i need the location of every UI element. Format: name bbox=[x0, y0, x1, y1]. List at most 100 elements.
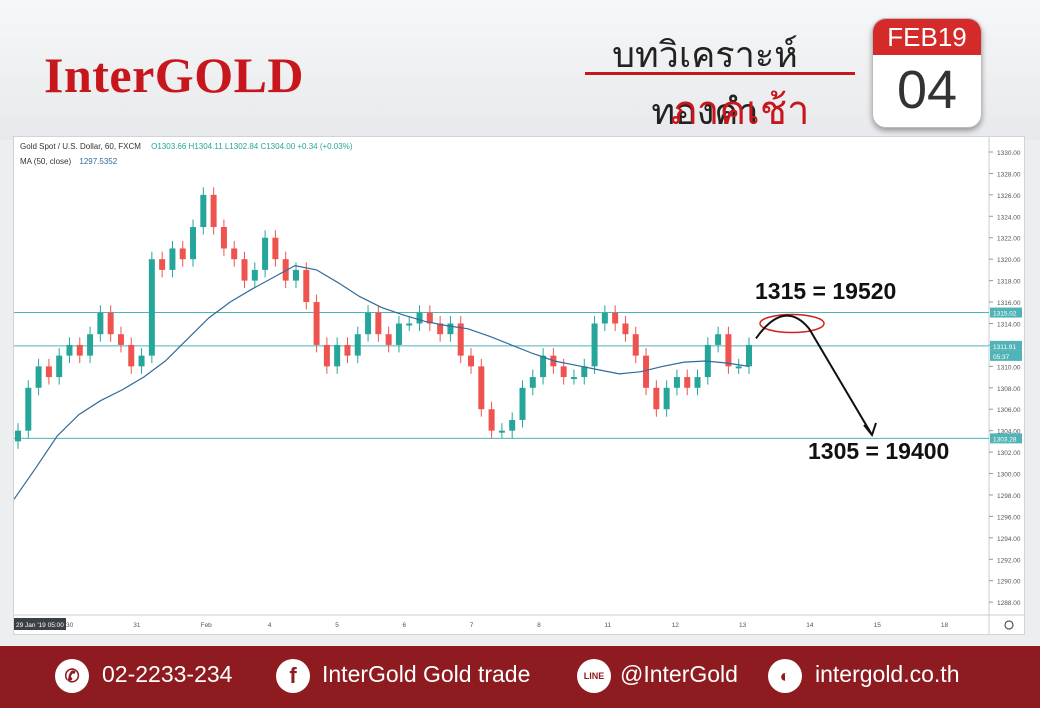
page-subtitle: ภาคเช้า bbox=[670, 89, 810, 133]
candle-body bbox=[735, 366, 742, 369]
candle-body bbox=[560, 366, 567, 378]
candle-body bbox=[653, 387, 660, 410]
candle-body bbox=[684, 377, 691, 388]
intergold-logo: InterGOLD bbox=[44, 47, 305, 103]
candle-body bbox=[725, 334, 732, 367]
y-tick-label: 1298.00 bbox=[997, 493, 1021, 500]
candle-body bbox=[241, 259, 248, 281]
candle-body bbox=[581, 366, 588, 378]
candle-body bbox=[715, 334, 722, 345]
candle-body bbox=[179, 248, 186, 260]
y-tick-label: 1288.00 bbox=[997, 600, 1021, 607]
ma-value: 1297.5352 bbox=[79, 157, 118, 166]
line-icon: LINE bbox=[577, 659, 611, 693]
annotation-lower: 1305 = 19400 bbox=[808, 438, 950, 464]
x-tick-label: 15 bbox=[874, 622, 882, 629]
x-tick-label: 13 bbox=[739, 622, 747, 629]
price-chart[interactable]: 1330.00 1328.00 1326.00 1324.00 1322.00 1320.… bbox=[13, 136, 1025, 635]
calendar-icon: FEB19 04 bbox=[872, 18, 982, 128]
x-tick-label: 6 bbox=[403, 622, 407, 629]
line-id: @InterGold bbox=[620, 661, 738, 687]
price-label-bg bbox=[990, 340, 1022, 351]
candle-body bbox=[334, 344, 341, 367]
ma-legend: MA (50, close) 1297.5352 bbox=[20, 157, 117, 166]
x-tick-label: 31 bbox=[133, 622, 141, 629]
x-tick-label: 30 bbox=[66, 622, 74, 629]
y-tick-label: 1294.00 bbox=[997, 536, 1021, 543]
candle-body bbox=[385, 334, 392, 345]
candle-body bbox=[107, 312, 114, 335]
y-tick-label: 1320.00 bbox=[997, 257, 1021, 264]
chart-legend: Gold Spot / U.S. Dollar, 60, FXCM O1303.… bbox=[20, 142, 353, 151]
candle-body bbox=[457, 323, 464, 356]
y-tick-label: 1330.00 bbox=[997, 150, 1021, 157]
highlight-ellipse bbox=[759, 313, 825, 334]
title-divider bbox=[585, 72, 855, 75]
candle-body bbox=[25, 387, 32, 431]
candle-body bbox=[323, 344, 330, 367]
candle-body bbox=[272, 237, 279, 260]
forecast-arrow bbox=[755, 314, 873, 436]
candle-body bbox=[591, 323, 598, 367]
y-tick-label: 1290.00 bbox=[997, 579, 1021, 586]
x-tick-label: Feb bbox=[201, 622, 213, 629]
candle-body bbox=[632, 334, 639, 356]
candle-body bbox=[138, 355, 145, 367]
y-tick-label: 1316.00 bbox=[997, 300, 1021, 307]
phone-icon: ✆ bbox=[55, 659, 89, 693]
y-tick-label: 1328.00 bbox=[997, 171, 1021, 178]
chart-title: Gold Spot / U.S. Dollar, 60, FXCM bbox=[20, 142, 141, 151]
candle-body bbox=[437, 323, 444, 335]
page-title: บทวิเคราะห์ทองคำ bbox=[612, 34, 798, 132]
price-label: 1315.02 bbox=[993, 311, 1017, 318]
candle-body bbox=[169, 248, 176, 270]
y-tick-label: 1300.00 bbox=[997, 472, 1021, 479]
calendar-month: FEB19 bbox=[873, 19, 981, 55]
candle-body bbox=[282, 259, 289, 281]
candle-body bbox=[519, 387, 526, 420]
candle-body bbox=[612, 312, 619, 324]
candle-body bbox=[292, 269, 299, 281]
y-tick-label: 1302.00 bbox=[997, 450, 1021, 457]
chart-canvas: 1330.00 1328.00 1326.00 1324.00 1322.00 1320.… bbox=[14, 137, 1024, 634]
facebook-icon: f bbox=[276, 659, 310, 693]
candle-body bbox=[87, 334, 94, 356]
candle-body bbox=[128, 344, 135, 367]
candle-body bbox=[117, 334, 124, 345]
candle-body bbox=[45, 366, 52, 378]
candle-body bbox=[159, 259, 166, 270]
candle-body bbox=[35, 366, 42, 388]
candle-body bbox=[643, 355, 650, 388]
candle-body bbox=[210, 194, 217, 228]
facebook-name: InterGold Gold trade bbox=[322, 661, 531, 687]
x-tick-label: 7 bbox=[470, 622, 474, 629]
y-tick-label: 1310.00 bbox=[997, 364, 1021, 371]
calendar-day: 04 bbox=[896, 60, 958, 120]
candle-body bbox=[66, 344, 73, 356]
price-label-bg bbox=[990, 350, 1022, 361]
candle-body bbox=[622, 323, 629, 335]
ma-label: MA (50, close) bbox=[20, 157, 72, 166]
candle-body bbox=[190, 227, 197, 260]
candle-body bbox=[375, 312, 382, 335]
candle-body bbox=[426, 312, 433, 324]
candle-body bbox=[673, 377, 680, 388]
candle-body bbox=[15, 430, 21, 442]
price-label: 1311.91 bbox=[993, 344, 1016, 351]
price-label: 1303.28 bbox=[993, 436, 1017, 443]
candle-body bbox=[200, 194, 207, 228]
candle-body bbox=[262, 237, 269, 270]
candle-body bbox=[406, 323, 413, 326]
candle-body bbox=[76, 344, 83, 356]
y-tick-label: 1296.00 bbox=[997, 514, 1021, 521]
settings-gear-icon bbox=[1004, 620, 1014, 630]
y-tick-label: 1324.00 bbox=[997, 214, 1021, 221]
candle-body bbox=[56, 355, 63, 378]
header-background bbox=[0, 0, 1040, 140]
y-tick-label: 1308.00 bbox=[997, 386, 1021, 393]
candle-body bbox=[498, 430, 505, 433]
candle-body bbox=[303, 269, 310, 303]
candle-body bbox=[365, 312, 372, 335]
candle-body bbox=[509, 419, 516, 431]
candle-body bbox=[395, 323, 402, 345]
